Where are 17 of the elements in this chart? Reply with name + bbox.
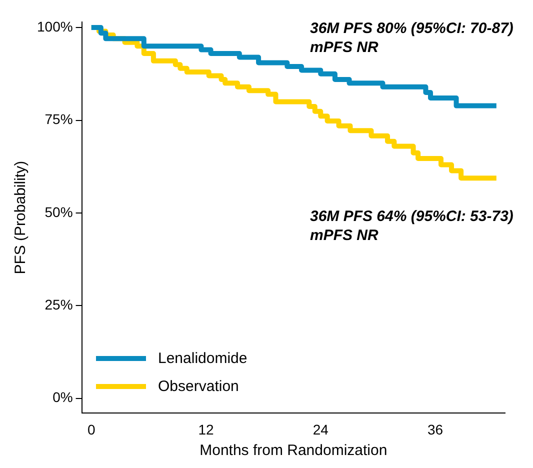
y-tick-label: 50%: [44, 204, 73, 220]
y-tick-label: 0%: [52, 389, 73, 406]
annotation: mPFS NR: [310, 39, 378, 56]
x-axis-title: Months from Randomization: [200, 442, 388, 460]
y-tick-label: 25%: [44, 296, 73, 313]
y-tick-label: 75%: [44, 111, 73, 128]
x-tick-label: 0: [87, 421, 96, 438]
legend-label: Lenalidomide: [158, 350, 248, 366]
y-tick-label: 100%: [36, 18, 73, 34]
annotation: 36M PFS 64% (95%CI: 53-73): [310, 208, 514, 225]
x-tick-label: 36: [427, 421, 444, 438]
x-tick-label: 12: [198, 421, 214, 438]
legend-label: Observation: [158, 378, 239, 394]
y-axis-title: PFS (Probability): [12, 160, 30, 274]
annotation: 36M PFS 80% (95%CI: 70-87): [310, 20, 514, 37]
annotation: mPFS NR: [310, 227, 378, 244]
x-tick-label: 24: [312, 421, 329, 438]
